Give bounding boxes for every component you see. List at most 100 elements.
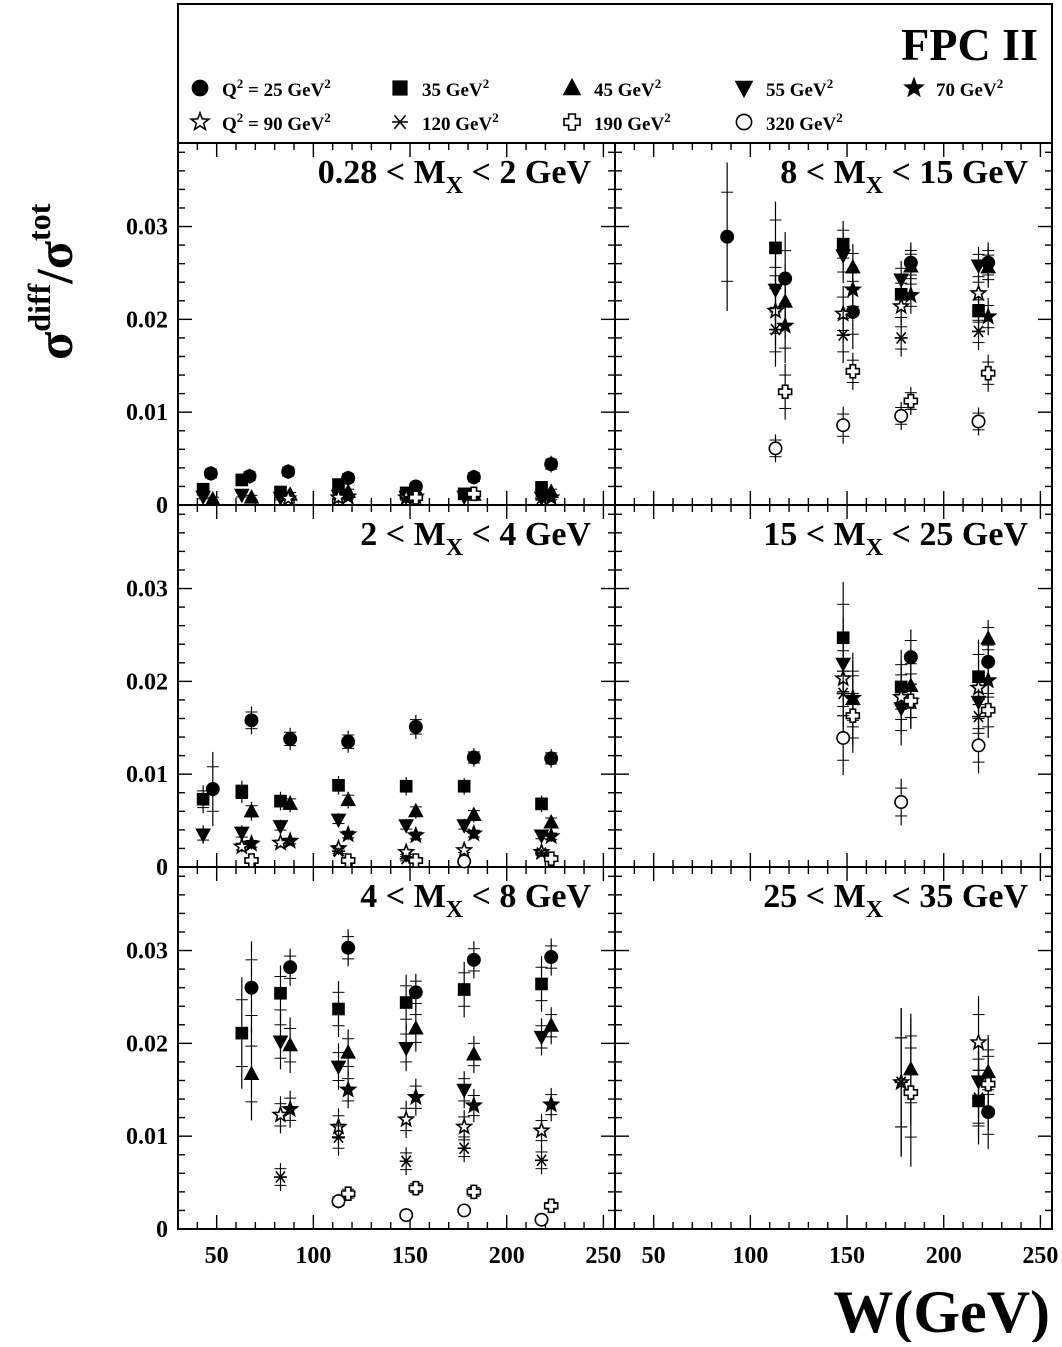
data-point — [406, 1087, 426, 1106]
data-point — [980, 630, 997, 645]
data-point — [283, 731, 298, 746]
x-tick-label: 200 — [926, 1243, 962, 1269]
data-point — [541, 487, 561, 506]
data-point — [205, 782, 220, 797]
data-point — [466, 1045, 482, 1061]
data-point — [971, 738, 986, 753]
data-point — [466, 470, 481, 485]
data-point — [332, 1002, 345, 1016]
y-tick-label: 0.03 — [126, 577, 168, 603]
legend-marker-triangle-up — [562, 77, 582, 96]
x-tick-label: 250 — [585, 1243, 621, 1269]
x-tick-label: 50 — [205, 1243, 229, 1269]
data-point — [836, 329, 850, 342]
data-point — [340, 853, 356, 868]
data-point — [980, 365, 996, 381]
data-point — [970, 259, 987, 275]
data-point — [338, 486, 358, 505]
data-point — [282, 1036, 298, 1052]
panel-titles: 0.28 < MX < 2 GeV 8 < MX < 15 GeV 2 < MX <… — [318, 154, 1029, 923]
data-point — [408, 719, 423, 734]
legend: FPC II Q2 = 25 GeV2 35 GeV2 45 GeV2 55 GeV2… — [189, 19, 1038, 135]
legend-marker-square — [392, 80, 408, 96]
panel-frame — [614, 866, 1053, 1230]
data-point — [457, 1142, 471, 1155]
data-point — [980, 1076, 996, 1092]
legend-marker-asterisk — [392, 114, 408, 130]
data-point — [329, 487, 348, 506]
data-point — [543, 851, 559, 866]
x-tick-label: 100 — [295, 1243, 331, 1269]
data-point — [195, 828, 211, 844]
data-point — [466, 750, 481, 765]
y-tick-label: 0 — [156, 1217, 168, 1243]
data-point — [280, 831, 300, 849]
data-point — [398, 819, 415, 834]
data-point — [903, 393, 919, 409]
legend-marker-star — [903, 76, 925, 98]
panel-title: 8 < MX < 15 GeV — [780, 154, 1028, 199]
data-point — [720, 229, 735, 244]
panel-frame — [614, 142, 1053, 506]
data-point — [894, 795, 909, 810]
data-point — [457, 779, 471, 793]
data-point — [244, 980, 259, 995]
legend-marker-cross — [563, 113, 581, 131]
data-point — [980, 258, 997, 274]
data-point — [408, 853, 424, 868]
legend-label: Q2 = 90 GeV2 — [222, 110, 331, 135]
y-tick-label: 0 — [156, 855, 168, 881]
data-point — [769, 241, 782, 255]
data-point — [980, 702, 996, 718]
legend-label: 190 GeV2 — [594, 110, 671, 135]
data-point — [243, 489, 260, 504]
data-point — [541, 1094, 561, 1113]
data-point — [283, 960, 298, 975]
x-tick-label: 200 — [489, 1243, 525, 1269]
data-point — [242, 834, 261, 852]
data-point — [281, 464, 296, 479]
data-point — [331, 1194, 346, 1209]
data-point — [454, 840, 474, 859]
data-point — [535, 977, 548, 991]
data-point — [331, 845, 345, 858]
data-point — [775, 316, 795, 334]
y-axis-label: σdiff/σtot — [21, 203, 84, 360]
panel-frame — [177, 142, 616, 506]
legend-label: 70 GeV2 — [936, 76, 1003, 101]
legend-label: 320 GeV2 — [766, 110, 843, 135]
data-point — [408, 985, 423, 1000]
data-point — [466, 806, 482, 822]
data-point — [891, 296, 911, 315]
data-point — [203, 466, 218, 481]
data-point — [464, 823, 484, 842]
data-point — [330, 1060, 347, 1076]
legend-label: Q2 = 25 GeV2 — [222, 76, 331, 101]
data-point — [195, 490, 211, 506]
data-point — [543, 813, 560, 829]
data-point — [406, 825, 426, 844]
x-tick-label: 100 — [732, 1243, 768, 1269]
legend-label: 120 GeV2 — [422, 110, 499, 135]
data-point — [273, 1170, 287, 1184]
data-point — [341, 734, 356, 749]
data-point — [235, 473, 249, 487]
x-tick-label: 150 — [392, 1243, 428, 1269]
data-point — [466, 1184, 482, 1200]
data-point — [969, 1032, 988, 1051]
data-point — [408, 1180, 424, 1196]
panel-frame — [177, 504, 616, 868]
data-point — [271, 1105, 290, 1123]
y-tick-label: 0.02 — [126, 307, 168, 333]
data-point — [535, 481, 548, 494]
data-point — [843, 279, 863, 298]
data-point — [534, 1212, 549, 1227]
y-tick-label: 0.02 — [126, 1031, 168, 1057]
data-point — [398, 1042, 415, 1057]
legend-label: 35 GeV2 — [422, 76, 489, 101]
y-tick-label: 0.01 — [126, 762, 168, 788]
data-point — [768, 441, 783, 456]
legend-marker-triangle-down — [734, 80, 754, 99]
data-point — [893, 273, 910, 288]
